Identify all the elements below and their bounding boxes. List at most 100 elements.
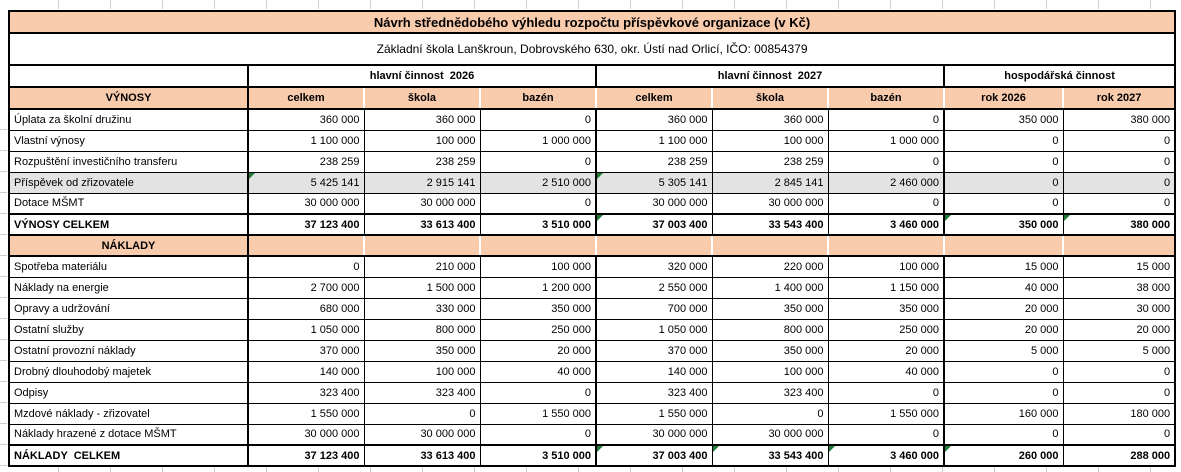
value-cell[interactable]: 0 (943, 150, 1064, 173)
value-cell[interactable]: 5 000 (943, 339, 1064, 362)
value-cell[interactable]: 100 000 (711, 129, 829, 152)
value-cell[interactable]: 330 000 (363, 297, 481, 320)
col-header-bazen-2026[interactable]: bazén (479, 86, 597, 110)
value-cell[interactable]: 380 000 (1062, 213, 1176, 236)
value-cell[interactable]: 1 150 000 (827, 276, 945, 299)
value-cell[interactable]: 140 000 (247, 360, 365, 383)
value-cell[interactable]: 2 550 000 (595, 276, 713, 299)
value-cell[interactable]: 37 123 400 (247, 444, 365, 467)
value-cell[interactable]: 100 000 (363, 129, 481, 152)
value-cell[interactable]: 0 (943, 129, 1064, 152)
value-cell[interactable]: 1 550 000 (479, 402, 597, 425)
value-cell[interactable]: 0 (827, 381, 945, 404)
value-cell[interactable]: 37 123 400 (247, 213, 365, 236)
row-label[interactable]: NÁKLADY (8, 234, 249, 257)
group-header-main-activity-2027[interactable]: hlavní činnost 2027 (595, 64, 945, 88)
row-label[interactable]: Opravy a udržování (8, 297, 249, 320)
value-cell[interactable]: 33 613 400 (363, 444, 481, 467)
value-cell[interactable]: 15 000 (1062, 255, 1176, 278)
value-cell[interactable]: 350 000 (943, 108, 1064, 131)
value-cell[interactable]: 38 000 (1062, 276, 1176, 299)
value-cell[interactable]: 0 (479, 423, 597, 446)
value-cell[interactable]: 0 (1062, 150, 1176, 173)
value-cell[interactable]: 380 000 (1062, 108, 1176, 131)
value-cell[interactable]: 360 000 (247, 108, 365, 131)
value-cell[interactable]: 360 000 (711, 108, 829, 131)
value-cell[interactable]: 350 000 (479, 297, 597, 320)
value-cell[interactable] (827, 234, 945, 257)
value-cell[interactable]: 1 550 000 (247, 402, 365, 425)
value-cell[interactable]: 3 510 000 (479, 444, 597, 467)
value-cell[interactable]: 30 000 000 (363, 423, 481, 446)
value-cell[interactable]: 0 (711, 402, 829, 425)
value-cell[interactable]: 0 (827, 192, 945, 215)
empty-corner-cell[interactable] (8, 64, 249, 88)
value-cell[interactable]: 33 613 400 (363, 213, 481, 236)
row-label[interactable]: Ostatní služby (8, 318, 249, 341)
value-cell[interactable]: 180 000 (1062, 402, 1176, 425)
value-cell[interactable]: 0 (1062, 129, 1176, 152)
value-cell[interactable]: 100 000 (479, 255, 597, 278)
value-cell[interactable]: 0 (943, 171, 1064, 194)
value-cell[interactable]: 20 000 (479, 339, 597, 362)
value-cell[interactable]: 2 510 000 (479, 171, 597, 194)
row-label[interactable]: Příspěvek od zřizovatele (8, 171, 249, 194)
value-cell[interactable]: 220 000 (711, 255, 829, 278)
value-cell[interactable]: 0 (943, 192, 1064, 215)
row-label[interactable]: Úplata za školní družinu (8, 108, 249, 131)
value-cell[interactable]: 0 (1062, 360, 1176, 383)
organization-subtitle[interactable]: Základní škola Lanškroun, Dobrovského 63… (8, 32, 1176, 66)
value-cell[interactable]: 360 000 (363, 108, 481, 131)
value-cell[interactable]: 33 543 400 (711, 444, 829, 467)
value-cell[interactable]: 0 (943, 423, 1064, 446)
value-cell[interactable]: 160 000 (943, 402, 1064, 425)
value-cell[interactable]: 210 000 (363, 255, 481, 278)
value-cell[interactable]: 323 400 (363, 381, 481, 404)
value-cell[interactable]: 238 259 (711, 150, 829, 173)
value-cell[interactable] (247, 234, 365, 257)
value-cell[interactable]: 40 000 (827, 360, 945, 383)
value-cell[interactable]: 320 000 (595, 255, 713, 278)
value-cell[interactable]: 40 000 (479, 360, 597, 383)
value-cell[interactable]: 0 (1062, 192, 1176, 215)
value-cell[interactable]: 0 (479, 150, 597, 173)
value-cell[interactable] (479, 234, 597, 257)
value-cell[interactable]: 350 000 (711, 339, 829, 362)
col-header-celkem-2026[interactable]: celkem (247, 86, 365, 110)
value-cell[interactable]: 5 425 141 (247, 171, 365, 194)
value-cell[interactable]: 370 000 (595, 339, 713, 362)
value-cell[interactable]: 0 (1062, 423, 1176, 446)
value-cell[interactable]: 1 000 000 (479, 129, 597, 152)
value-cell[interactable]: 323 400 (711, 381, 829, 404)
value-cell[interactable] (1061, 234, 1176, 257)
value-cell[interactable]: 2 700 000 (247, 276, 365, 299)
value-cell[interactable]: 250 000 (479, 318, 597, 341)
value-cell[interactable]: 140 000 (595, 360, 713, 383)
col-header-skola-2026[interactable]: škola (363, 86, 481, 110)
value-cell[interactable]: 238 259 (363, 150, 481, 173)
col-header-celkem-2027[interactable]: celkem (595, 86, 713, 110)
value-cell[interactable]: 1 550 000 (595, 402, 713, 425)
value-cell[interactable]: 350 000 (363, 339, 481, 362)
value-cell[interactable]: 15 000 (943, 255, 1064, 278)
row-label[interactable]: Rozpuštění investičního transferu (8, 150, 249, 173)
value-cell[interactable]: 100 000 (827, 255, 945, 278)
value-cell[interactable]: 680 000 (247, 297, 365, 320)
value-cell[interactable]: 33 543 400 (711, 213, 829, 236)
value-cell[interactable]: 260 000 (943, 444, 1064, 467)
row-label[interactable]: Vlastní výnosy (8, 129, 249, 152)
value-cell[interactable]: 37 003 400 (595, 213, 713, 236)
col-header-rok-2027[interactable]: rok 2027 (1061, 86, 1176, 110)
value-cell[interactable]: 5 000 (1062, 339, 1176, 362)
value-cell[interactable]: 3 460 000 (827, 444, 945, 467)
value-cell[interactable]: 0 (827, 108, 945, 131)
value-cell[interactable]: 30 000 000 (247, 192, 365, 215)
value-cell[interactable]: 323 400 (247, 381, 365, 404)
value-cell[interactable]: 1 500 000 (363, 276, 481, 299)
value-cell[interactable]: 0 (827, 423, 945, 446)
value-cell[interactable]: 350 000 (827, 297, 945, 320)
value-cell[interactable]: 1 050 000 (595, 318, 713, 341)
value-cell[interactable]: 1 100 000 (595, 129, 713, 152)
value-cell[interactable]: 30 000 000 (247, 423, 365, 446)
value-cell[interactable]: 40 000 (943, 276, 1064, 299)
